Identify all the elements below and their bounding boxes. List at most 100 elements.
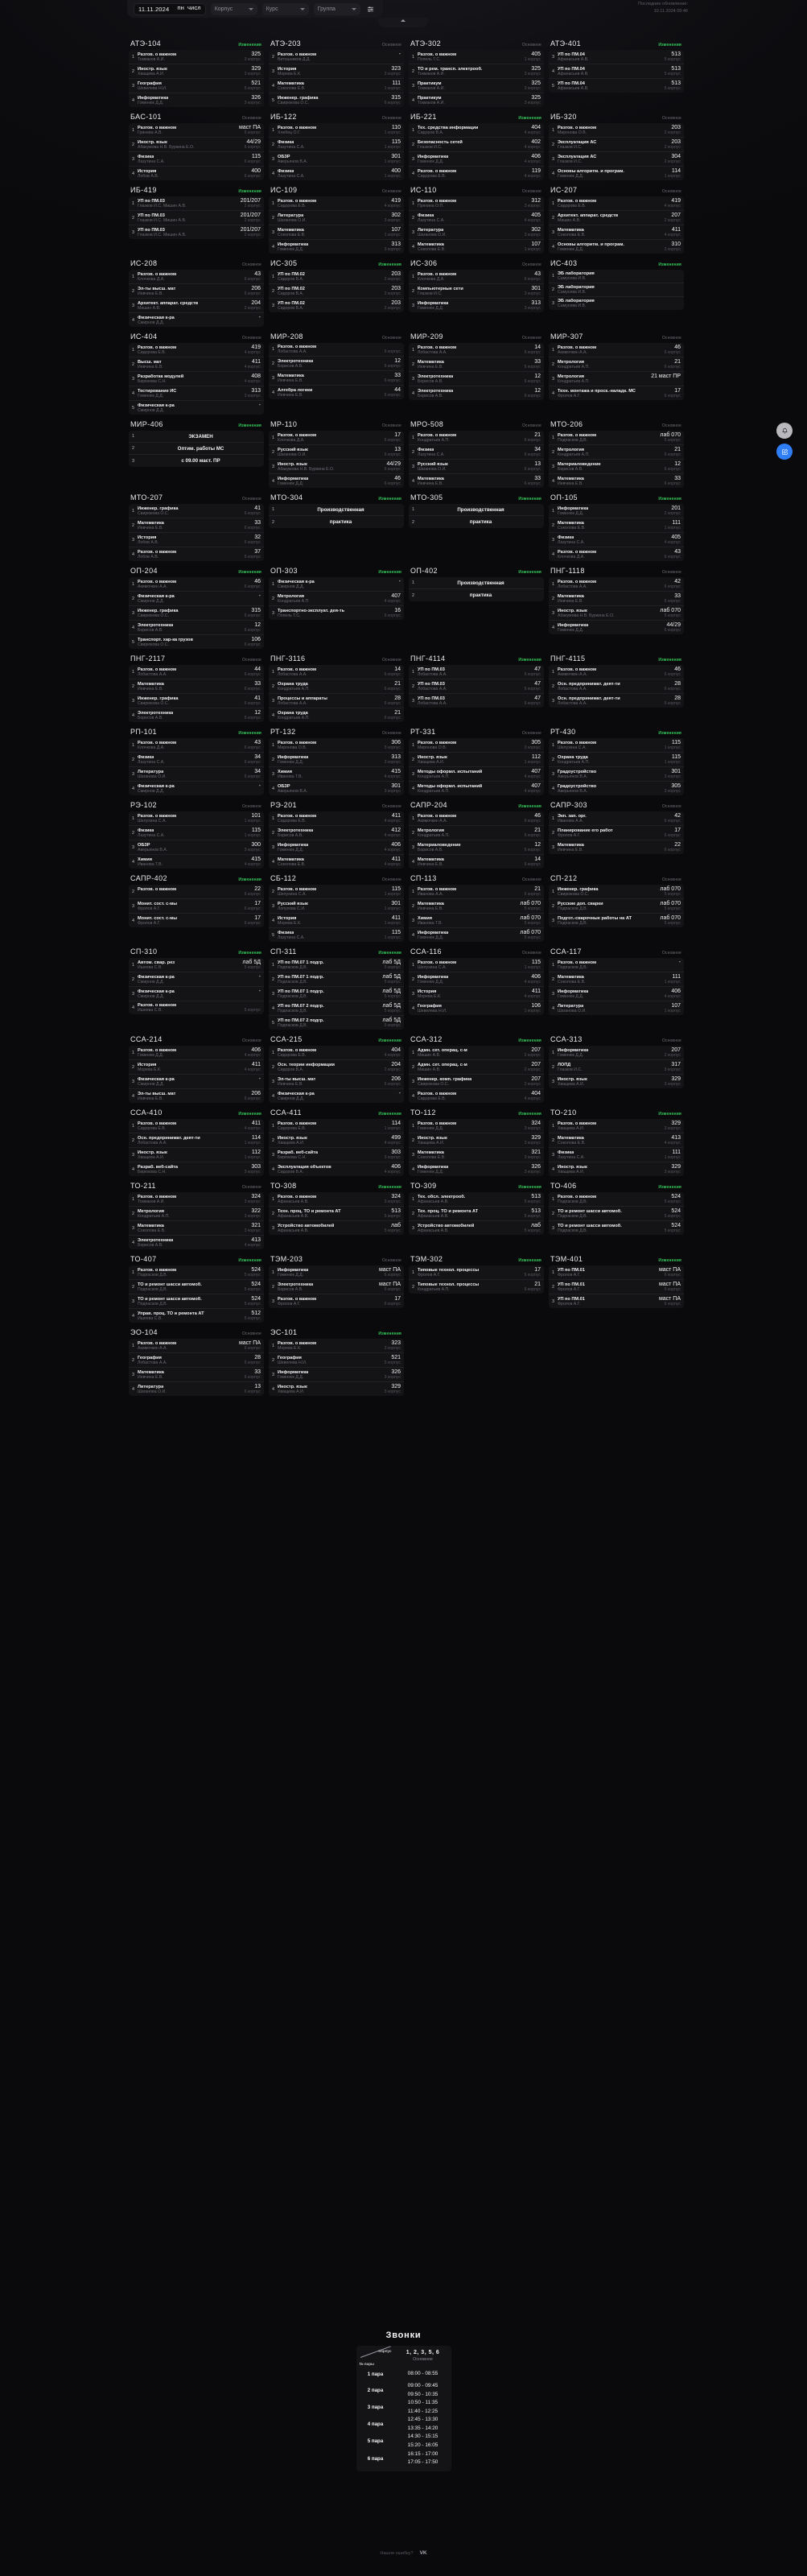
report-error-link[interactable]: Нашли ошибку? [380, 2550, 414, 2556]
lesson-top-line: Метрология 21 маст ПР [558, 374, 681, 379]
lesson-subject: Электротехника [418, 388, 454, 394]
lesson-building: 6 корпус [664, 599, 681, 604]
lesson-subject: УП по ПМ.03 [138, 198, 165, 204]
lesson-top-line: Разгов. о важном 115 [418, 960, 541, 965]
group-name: ТО-406 [550, 1182, 577, 1190]
status-badge: Основное [241, 336, 261, 341]
lesson-row: 2 Математика 111 Соколова Е.В. 1 корпус [549, 518, 684, 533]
lesson-teacher: Глазков И.С. [558, 159, 583, 164]
lesson-teacher: Кондратьев А.П. [138, 1214, 170, 1219]
lesson-teacher: Токмаков А.И. [138, 57, 165, 62]
lesson-top-line: Монит. сост. с-мы 17 [138, 901, 261, 906]
status-badge: Основное [381, 804, 401, 809]
lesson-top-line: УП по ПМ.02 203 [278, 300, 401, 306]
lesson-sub-line: Шевелева Н.И. 5 корпус [138, 86, 261, 91]
group-name: БАС-101 [130, 113, 162, 121]
lesson-row: 2 Метрология 21 Кондратьев А.П. 6 корпус [549, 357, 684, 372]
lesson-room: 405 [531, 51, 541, 57]
lesson-body: История 411 Морева Е.К. 1 корпус [278, 914, 404, 927]
lesson-row: 3 Монит. сост. с-мы 17 Фролов А.Г. 6 корпус [129, 899, 264, 914]
lesson-row: 1 Автом. свар. рез лаб 5Д Ишеева С.В. 5 корп… [129, 958, 264, 972]
lesson-top-line: Типовые технол. процессы 17 [418, 1267, 541, 1273]
lesson-subject: Разгов. о важном [138, 1340, 177, 1346]
lesson-body: Разгов. о важном 110 Хлебец О.Г. 1 корпус [278, 123, 404, 137]
lesson-body: История 323 Морева Е.К. 3 корпус [278, 64, 404, 78]
lesson-number: 2 [271, 215, 275, 221]
filter-kurs[interactable]: Курс [261, 2, 309, 15]
date-picker[interactable]: 11.11.2024 ПН ЧИСЛ [134, 2, 206, 15]
lesson-sub-line: Смирнов Д.Д. [138, 980, 261, 985]
lesson-subject: Иностр. язык [558, 1076, 587, 1082]
lesson-top-line: Разгов. о важном 419 [278, 198, 401, 204]
filter-gruppa[interactable]: Группа [313, 2, 360, 15]
lesson-building: 5 корпус [664, 1199, 681, 1204]
lesson-teacher: Фролов А.Г. [558, 1287, 581, 1292]
collapse-toolbar-button[interactable] [378, 18, 428, 27]
lesson-room: 12 [674, 460, 681, 467]
lesson-row: 4 Методы оформл. испытаний 407 Кондратьев А… [409, 782, 544, 795]
lesson-subject: Химия [138, 857, 153, 862]
lesson-teacher: Бирюкова С.Н. [138, 1170, 167, 1174]
lesson-body: Тех. обсл. электрооб. 513 Афанасьев А.В. 5 … [418, 1192, 544, 1206]
group-card: МТО-305 Изменения 1 Производственная 2 практи… [409, 491, 544, 528]
lesson-sub-line: Миронова О.В. 2 корпус [558, 130, 681, 135]
lesson-list: 1 УП по ПМ.03 201/207 Глазков И.С. Мишин А.… [129, 196, 264, 239]
lesson-body: Информатика 326 Гоменюк Д.Д. 3 корпус [418, 1162, 544, 1176]
lesson-row: 1 Тех. обсл. электрооб. 513 Афанасьев А.В. 5… [409, 1192, 544, 1207]
lesson-building: 6 корпус [244, 687, 261, 691]
lesson-sub-line: Соколова Е.В. 3 корпус [138, 1228, 261, 1233]
lesson-room: 405 [531, 212, 541, 218]
lesson-building: 3 корпус [384, 789, 401, 794]
lesson-top-line: Разгов. о важном 44 [138, 667, 261, 672]
lesson-row: 3 Литература 302 Шаганова О.И. 3 корпус [409, 225, 544, 240]
vk-icon[interactable]: VK [419, 2550, 427, 2556]
notifications-button[interactable] [776, 423, 793, 439]
lesson-teacher: Смирнов Д.Д. [138, 980, 164, 985]
lesson-top-line: История 400 [138, 168, 261, 174]
lesson-number: 2 [551, 1284, 555, 1290]
lesson-subject: Физика [138, 154, 154, 159]
lesson-room: - [258, 988, 261, 994]
lesson-body: Разгов. о важном лаб 070 Подпасков Д.В. 5 к… [558, 431, 684, 444]
group-name: ТО-112 [410, 1108, 436, 1117]
lesson-top-line: Осн. теории информации 204 [278, 1062, 401, 1067]
group-card-header: ТО-112 Изменения [409, 1106, 544, 1119]
lesson-number: 1 [551, 200, 555, 206]
lesson-room: 114 [671, 167, 681, 174]
lesson-room: 12 [534, 373, 541, 379]
filter-korpus[interactable]: Корпус [210, 2, 257, 15]
lesson-subject: Разгов. о важном [418, 886, 457, 892]
lesson-row: 2 УП по ПМ.01 маст ПА Фролов А.Г. 6 корпус [549, 1280, 684, 1294]
feedback-button[interactable] [776, 444, 793, 460]
lesson-room: 12 [534, 387, 541, 394]
lesson-sub-line: Мишин А.В. 2 корпус [558, 218, 681, 223]
lesson-sub-line: Иванова А.А. 6 корпус [558, 819, 681, 824]
lesson-row: 3 УП по ПМ.04 513 Афанасьев А.В. 5 корпус [549, 50, 684, 64]
status-badge: Изменения [238, 189, 261, 194]
lesson-teacher: Аверьянов В.А. [278, 789, 308, 794]
group-name: ОП-303 [270, 567, 298, 575]
footer: Нашли ошибку? VK [0, 2550, 807, 2556]
lesson-sub-line: Попель Т.С. 1 корпус [418, 57, 541, 62]
lesson-teacher: Афанасьев А.В. [558, 72, 589, 76]
lesson-sub-line: Гоменюк Д.Д. 3 корпус [418, 1126, 541, 1131]
lesson-sub-line: Гоменюк Д.Д. 1 корпус [558, 174, 681, 179]
lesson-body: Физическая к-ра - Смирнов Д.Д. [138, 972, 264, 986]
lesson-number: 2 [131, 1284, 135, 1290]
lesson-subject: УП по ПМ.03 [418, 681, 445, 687]
lesson-room: 301 [531, 285, 541, 291]
group-name: САПР-402 [130, 874, 167, 882]
lesson-row: 2 Адмн. сет. операц. с-м 207 Мишин А.В. 2 ко… [409, 1060, 544, 1075]
lesson-teacher: Хващева А.И. [418, 760, 445, 765]
lesson-sub-line: Глазков И.С. 2 корпус [558, 145, 681, 150]
lesson-row: 4 Практикум 325 Токмаков А.И. 3 корпус [409, 93, 544, 107]
lesson-row: 2 Математика 33 Иевчина Е.В. 6 корпус [129, 679, 264, 694]
filter-icon[interactable] [365, 3, 377, 15]
lesson-teacher: Гоменюк Д.Д. [278, 481, 304, 486]
lesson-subject: Информатика [418, 300, 449, 306]
lesson-building: 4 корпус [524, 218, 541, 223]
lesson-sub-line: Свирюкова О.С. 6 корпус [138, 642, 261, 647]
lesson-building: 3 корпус [524, 101, 541, 105]
lesson-building: 4 корпус [384, 848, 401, 852]
lesson-top-line: Математика 14 [418, 857, 541, 862]
